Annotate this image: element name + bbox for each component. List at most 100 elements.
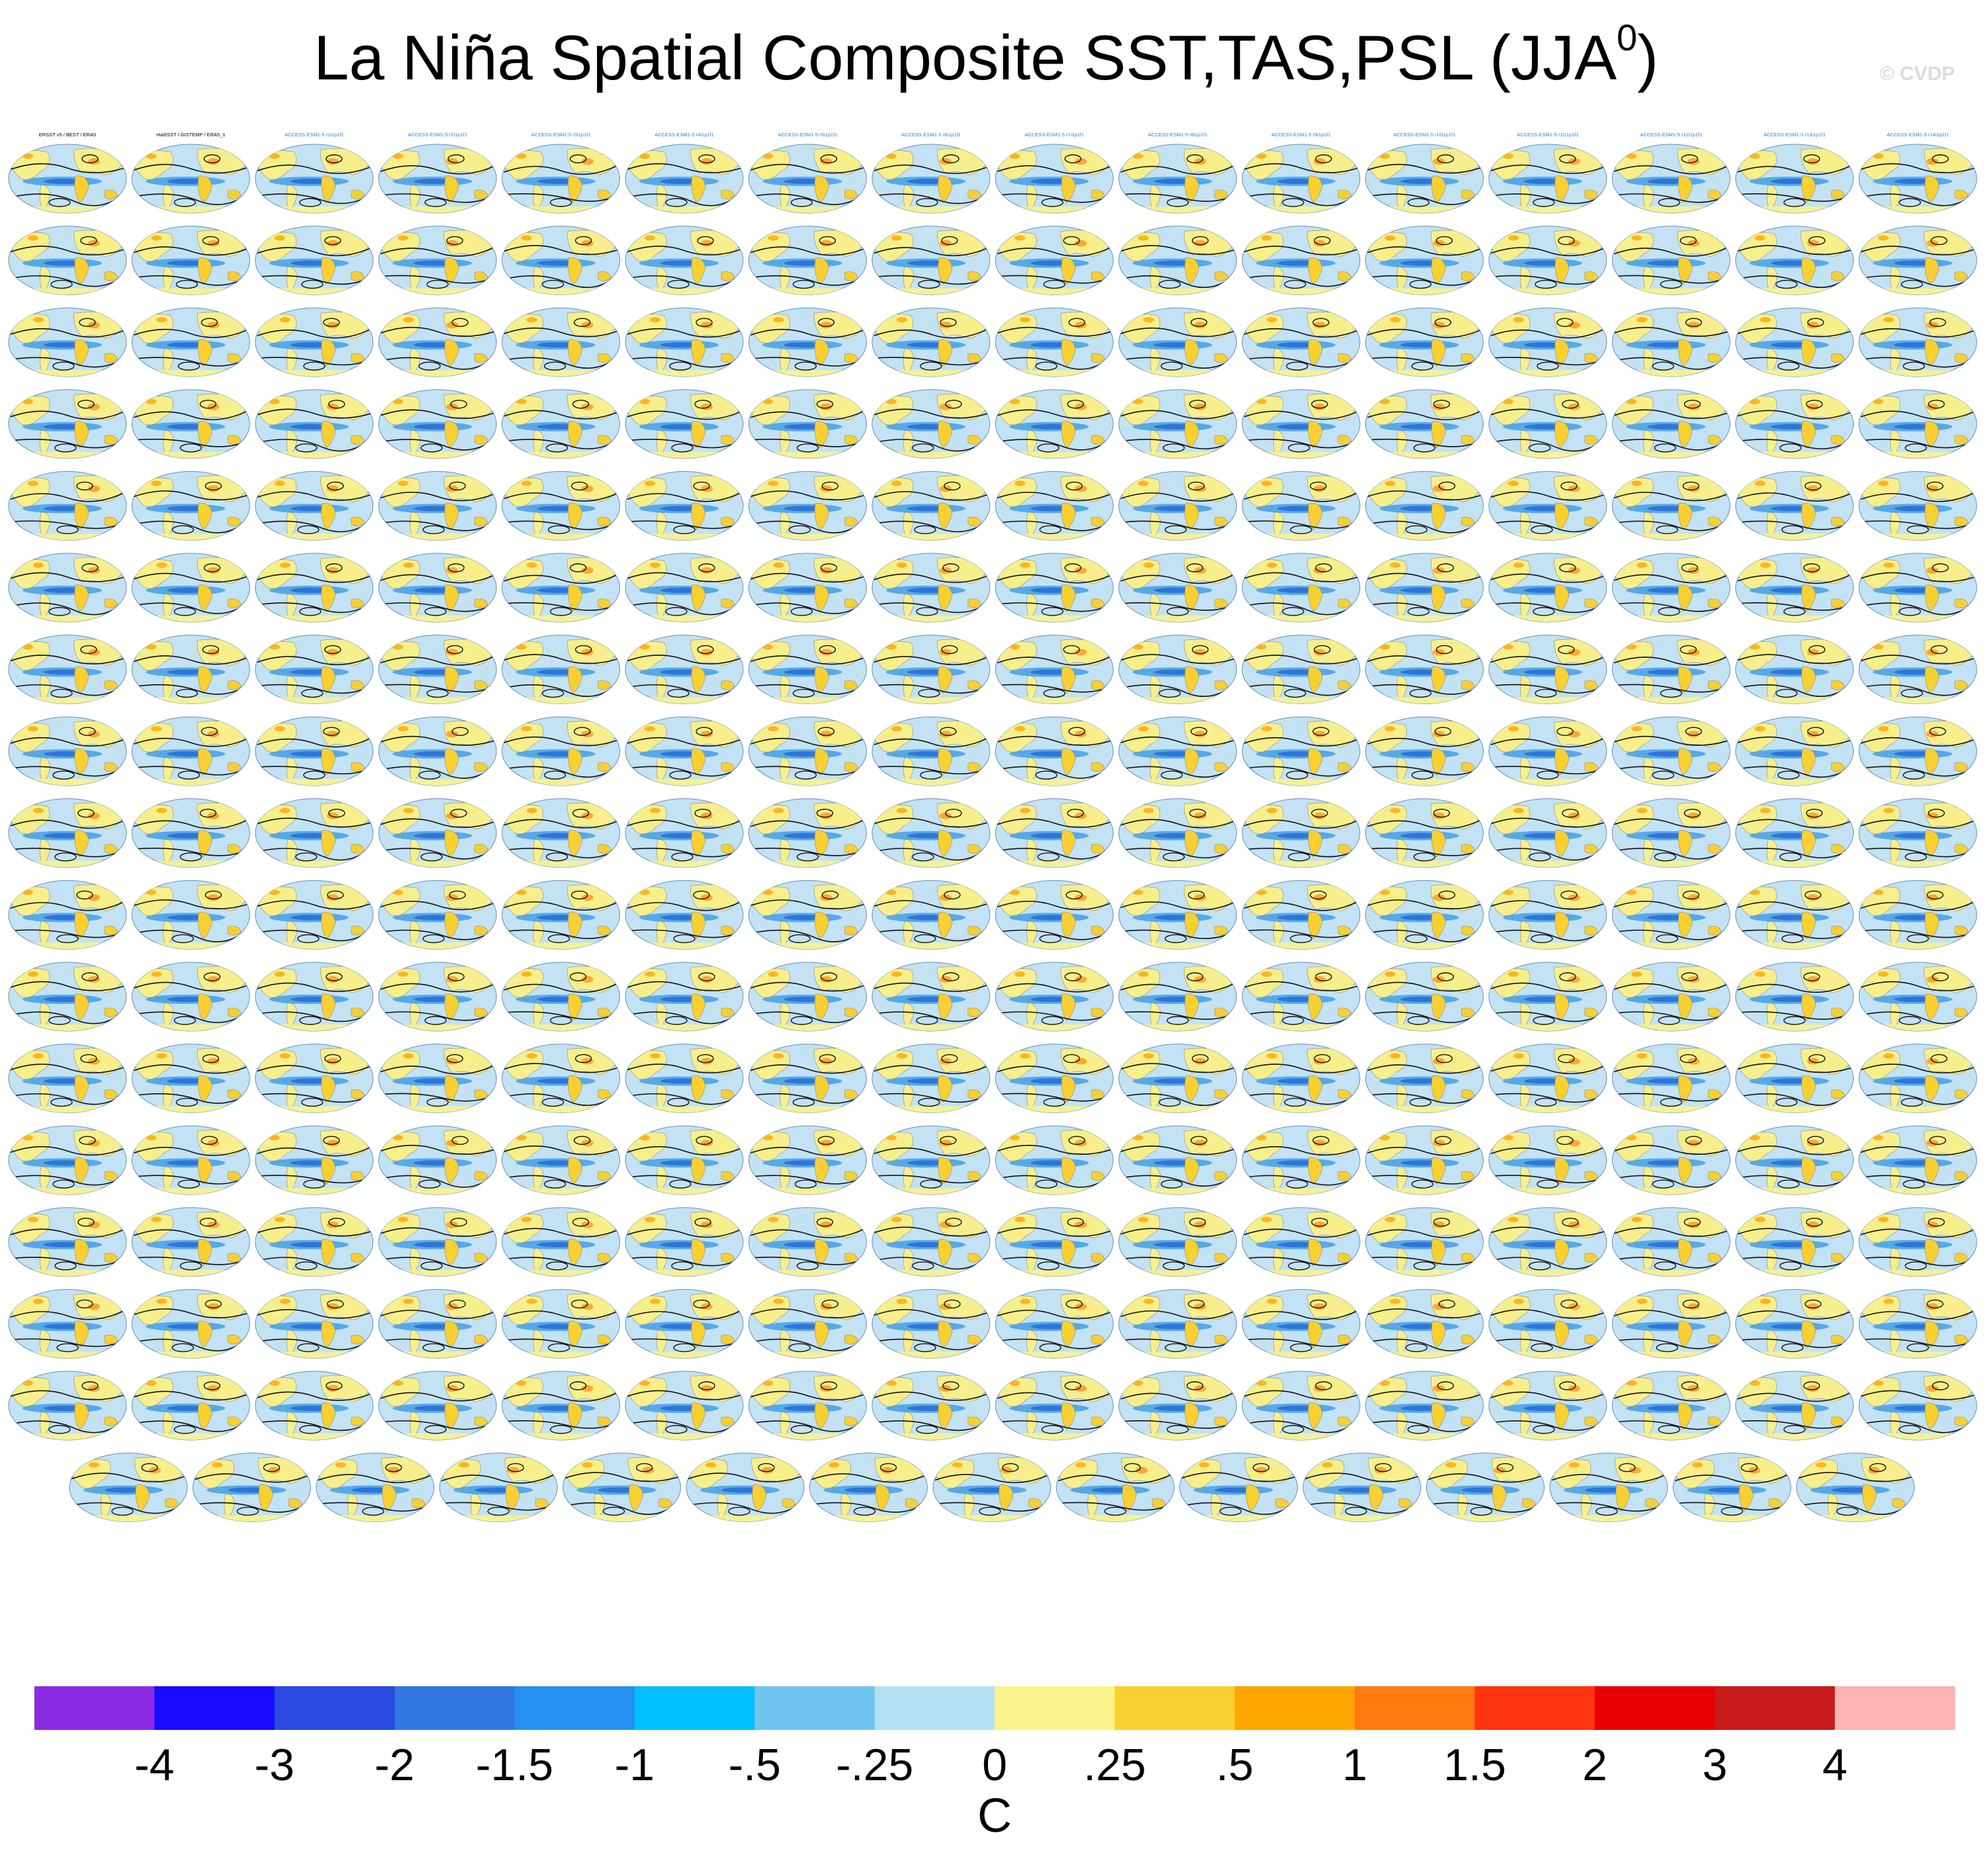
map-panel bbox=[1365, 1288, 1484, 1359]
colorbar-swatch bbox=[274, 1686, 395, 1730]
map-panel bbox=[255, 471, 374, 541]
map-panel bbox=[625, 635, 744, 705]
map-panel bbox=[872, 307, 991, 377]
map-panel bbox=[131, 1207, 250, 1277]
map-panel bbox=[502, 471, 621, 541]
map-panel bbox=[1242, 1288, 1361, 1359]
map-panel bbox=[1488, 226, 1607, 296]
map-panel bbox=[1672, 1453, 1791, 1523]
map-panel bbox=[378, 716, 497, 786]
map-panel bbox=[378, 880, 497, 950]
map-panel bbox=[8, 1371, 127, 1441]
colorbar-tick-label: 1 bbox=[1342, 1740, 1367, 1790]
map-panel bbox=[1488, 962, 1607, 1032]
map-panel bbox=[8, 307, 127, 377]
map-panel bbox=[1858, 226, 1977, 296]
colorbar-tick-label: -2 bbox=[375, 1740, 414, 1790]
map-panel bbox=[1735, 1125, 1854, 1195]
map-panel bbox=[625, 1125, 744, 1195]
map-panel: ACCESS-ESM1-5 r12i1p1f1 bbox=[1611, 132, 1731, 214]
map-panel bbox=[502, 1044, 621, 1114]
panel-title: ACCESS-ESM1-5 r1i1p1f1 bbox=[285, 132, 344, 138]
map-panel bbox=[995, 471, 1114, 541]
map-panel bbox=[131, 1371, 250, 1441]
map-panel bbox=[872, 880, 991, 950]
map-panel bbox=[1858, 716, 1977, 786]
map-panel bbox=[378, 635, 497, 705]
colorbar-swatch bbox=[995, 1686, 1115, 1730]
map-panel bbox=[8, 798, 127, 868]
map-panel bbox=[1118, 962, 1238, 1032]
map-panel bbox=[1242, 1044, 1361, 1114]
map-panel bbox=[1858, 1207, 1977, 1277]
map-panel bbox=[1118, 1044, 1238, 1114]
map-panel bbox=[1735, 1044, 1854, 1114]
map-panel bbox=[872, 1044, 991, 1114]
map-panel bbox=[8, 226, 127, 296]
map-panel: ACCESS-ESM1-5 r10i1p1f1 bbox=[1365, 132, 1484, 214]
map-panel bbox=[1735, 798, 1854, 868]
map-panel bbox=[872, 798, 991, 868]
map-panel bbox=[1242, 307, 1361, 377]
map-panel bbox=[1488, 716, 1607, 786]
map-panel bbox=[502, 798, 621, 868]
map-panel bbox=[1118, 1207, 1238, 1277]
map-panel bbox=[1735, 1207, 1854, 1277]
map-panel bbox=[1118, 716, 1238, 786]
map-panel bbox=[1611, 1371, 1731, 1441]
map-panel bbox=[1735, 880, 1854, 950]
map-panel bbox=[1858, 798, 1977, 868]
map-panel bbox=[439, 1453, 558, 1523]
map-panel bbox=[1118, 798, 1238, 868]
map-panel bbox=[378, 307, 497, 377]
map-panel bbox=[1365, 471, 1484, 541]
map-panel bbox=[502, 716, 621, 786]
map-panel bbox=[748, 880, 867, 950]
map-panel bbox=[995, 716, 1114, 786]
colorbar-swatch bbox=[514, 1686, 635, 1730]
map-panel bbox=[131, 798, 250, 868]
colorbar-swatch bbox=[1594, 1686, 1715, 1730]
map-panel bbox=[255, 1044, 374, 1114]
panel-title: ACCESS-ESM1-5 r6i1p1f1 bbox=[901, 132, 961, 138]
map-panel bbox=[1735, 307, 1854, 377]
map-panel bbox=[1365, 1125, 1484, 1195]
map-panel bbox=[8, 553, 127, 623]
map-panel bbox=[748, 635, 867, 705]
map-panel: ACCESS-ESM1-5 r7i1p1f1 bbox=[995, 132, 1114, 214]
map-panel bbox=[1242, 389, 1361, 459]
map-panel bbox=[1242, 471, 1361, 541]
map-panel: ACCESS-ESM1-5 r11i1p1f1 bbox=[1488, 132, 1607, 214]
panel-title: ACCESS-ESM1-5 r11i1p1f1 bbox=[1517, 132, 1578, 138]
map-panel bbox=[1611, 307, 1731, 377]
map-panel bbox=[625, 471, 744, 541]
map-panel bbox=[748, 962, 867, 1032]
map-panel bbox=[872, 553, 991, 623]
colorbar-swatch bbox=[394, 1686, 516, 1730]
map-panel bbox=[8, 1044, 127, 1114]
map-panel bbox=[995, 226, 1114, 296]
map-panel bbox=[8, 962, 127, 1032]
map-panel bbox=[1735, 716, 1854, 786]
map-panel bbox=[1858, 1044, 1977, 1114]
map-panel bbox=[8, 471, 127, 541]
map-panel bbox=[502, 226, 621, 296]
map-panel bbox=[1365, 962, 1484, 1032]
map-panel bbox=[502, 307, 621, 377]
map-panel bbox=[131, 1125, 250, 1195]
map-panel bbox=[1179, 1453, 1298, 1523]
panel-grid: ERSST v5 / BEST / ERA5 HadISST / GISTEMP … bbox=[8, 132, 1977, 1523]
map-panel bbox=[255, 798, 374, 868]
map-panel bbox=[131, 962, 250, 1032]
map-panel bbox=[625, 798, 744, 868]
map-panel bbox=[1365, 1207, 1484, 1277]
map-panel bbox=[1365, 798, 1484, 868]
map-panel bbox=[1858, 307, 1977, 377]
colorbar-tick-label: 3 bbox=[1702, 1740, 1727, 1790]
map-panel bbox=[1242, 962, 1361, 1032]
map-panel bbox=[1365, 880, 1484, 950]
map-panel bbox=[1118, 226, 1238, 296]
map-panel bbox=[378, 1125, 497, 1195]
map-panel bbox=[995, 1371, 1114, 1441]
map-panel bbox=[1488, 1207, 1607, 1277]
